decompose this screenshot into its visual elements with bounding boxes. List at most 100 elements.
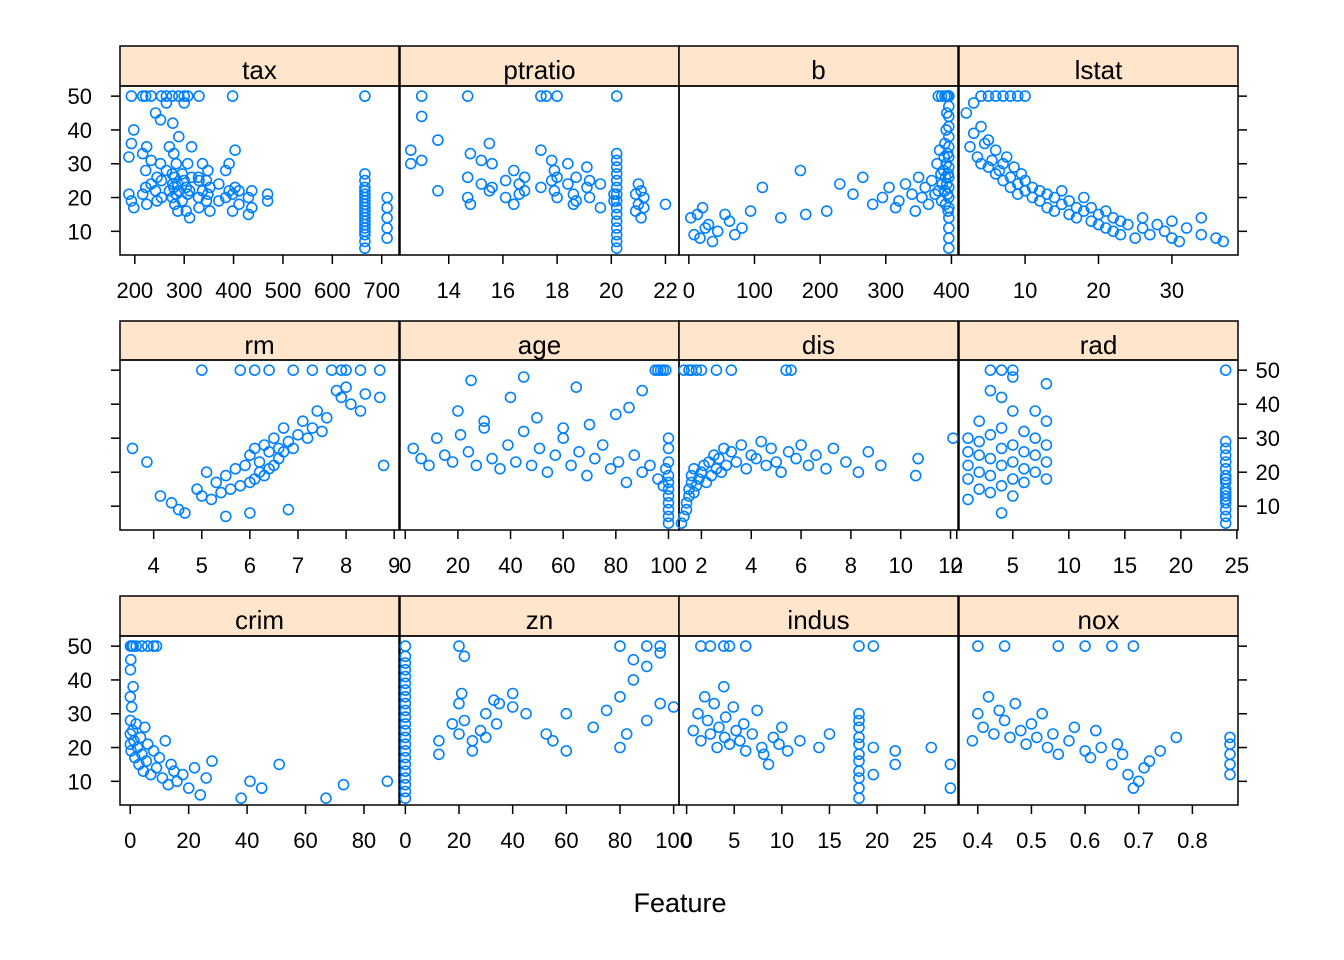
x-tick-label: 7 <box>292 553 304 578</box>
data-point <box>866 198 879 211</box>
data-point <box>1132 775 1145 788</box>
data-point <box>373 391 386 404</box>
data-point <box>404 157 417 170</box>
data-point <box>244 507 256 519</box>
data-point <box>610 222 623 234</box>
data-point <box>942 212 955 224</box>
data-point <box>583 174 596 187</box>
data-point <box>785 364 797 377</box>
panel-zn: zn 0 20 40 60 80 100 <box>399 595 692 853</box>
data-point <box>423 459 435 472</box>
data-point <box>690 364 703 377</box>
data-point <box>128 734 140 747</box>
x-tick-label: 80 <box>608 828 632 853</box>
x-tick-label: 0 <box>399 828 411 853</box>
data-point <box>698 690 711 703</box>
data-point <box>1041 741 1054 754</box>
data-point <box>667 701 680 713</box>
data-point <box>856 171 869 184</box>
y-ticks-rad: 10 20 30 40 50 <box>1238 358 1280 519</box>
data-point <box>340 381 352 394</box>
data-point <box>1079 745 1091 757</box>
data-point <box>739 745 752 757</box>
data-point <box>708 697 721 710</box>
x-tick-label: 20 <box>1169 553 1193 578</box>
data-point <box>823 728 836 740</box>
data-point <box>704 640 717 652</box>
data-point <box>123 188 135 200</box>
data-point <box>466 745 479 757</box>
data-point <box>255 782 268 794</box>
data-point <box>560 707 573 720</box>
data-point <box>381 232 393 244</box>
data-point <box>755 741 768 754</box>
data-point <box>194 789 207 801</box>
data-point <box>711 225 724 238</box>
data-point <box>399 711 412 723</box>
data-point <box>478 422 491 434</box>
data-point <box>1029 405 1041 417</box>
data-point <box>1129 232 1141 244</box>
data-point <box>659 364 672 377</box>
x-tick-label: 20 <box>1086 278 1110 303</box>
x-tick-label: 40 <box>235 828 259 853</box>
data-point <box>483 185 496 197</box>
data-point <box>853 772 865 784</box>
data-point <box>1219 490 1232 502</box>
data-point <box>399 785 412 798</box>
data-point <box>1026 191 1039 204</box>
data-point <box>145 154 157 167</box>
data-point <box>433 748 445 761</box>
x-tick-label: 60 <box>293 828 317 853</box>
data-point <box>862 445 875 458</box>
y-ticks-crim: 10 20 30 40 50 <box>68 634 120 794</box>
data-point <box>139 164 152 177</box>
data-point <box>1219 510 1232 523</box>
data-point <box>167 117 179 129</box>
data-point <box>381 775 394 788</box>
data-point <box>248 364 261 377</box>
data-point <box>200 772 212 784</box>
data-point <box>1166 232 1178 244</box>
data-point <box>567 188 580 200</box>
data-point <box>695 640 707 652</box>
data-point <box>867 640 880 652</box>
data-point <box>662 483 675 496</box>
data-point <box>1095 741 1107 754</box>
data-point <box>1138 761 1150 774</box>
data-point <box>984 364 997 377</box>
data-point <box>773 738 785 751</box>
data-point <box>1008 161 1020 173</box>
data-point <box>1122 768 1134 781</box>
data-point <box>971 151 984 163</box>
x-tick-label: 5 <box>1007 553 1019 578</box>
data-point <box>273 758 286 771</box>
data-point <box>301 432 314 445</box>
data-point <box>399 704 412 717</box>
data-point <box>1107 225 1119 238</box>
data-point <box>272 452 285 465</box>
data-point <box>1217 235 1230 248</box>
data-point <box>993 164 1006 177</box>
data-point <box>694 232 706 244</box>
data-point <box>596 439 609 451</box>
panel-frame-dis <box>678 359 959 531</box>
strip-label-age: age <box>518 330 561 360</box>
data-point <box>233 198 245 211</box>
data-point <box>610 181 623 194</box>
points-rad <box>962 364 1232 530</box>
data-point <box>940 124 953 136</box>
x-tick-label: 16 <box>491 278 515 303</box>
x-tick-label: 4 <box>148 553 160 578</box>
data-point <box>775 466 787 479</box>
data-point <box>142 738 154 751</box>
data-point <box>685 469 698 482</box>
data-point <box>1210 232 1222 244</box>
data-point <box>354 364 367 377</box>
data-point <box>399 690 412 703</box>
data-point <box>1070 212 1083 224</box>
data-point <box>610 208 623 221</box>
panel-frame-rm <box>119 359 400 531</box>
data-point <box>1106 758 1118 771</box>
points-b <box>684 90 955 254</box>
